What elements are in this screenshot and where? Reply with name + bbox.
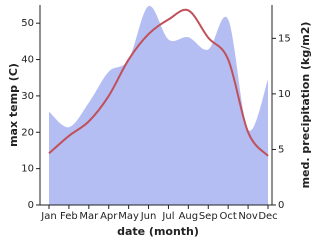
x-tick-label: Aug [179, 211, 199, 222]
y-tick-label: 30 [21, 91, 34, 102]
x-tick-label: Jan [40, 211, 56, 222]
x-tick-label: May [118, 211, 139, 222]
x-tick-label: Jun [140, 211, 157, 222]
y-tick-label: 20 [21, 127, 34, 138]
y-axis-label: max temp (C) [7, 63, 20, 147]
x-tick-label: Dec [258, 211, 277, 222]
y-tick-label: 0 [28, 200, 34, 211]
y-tick-label: 40 [21, 55, 34, 66]
y2-tick-label: 10 [278, 89, 291, 100]
x-tick-label: Sep [199, 211, 218, 222]
y2-axis-label: med. precipitation (kg/m2) [299, 22, 312, 189]
precipitation-area [49, 5, 268, 206]
y2-tick-label: 15 [278, 33, 291, 44]
x-tick-label: Jul [161, 211, 174, 222]
y2-tick-label: 5 [278, 144, 284, 155]
temp-line [48, 8, 269, 157]
y-tick-label: 50 [21, 18, 34, 29]
y-tick-label: 10 [21, 164, 34, 175]
x-tick-label: Oct [220, 211, 237, 222]
x-tick-label: Nov [238, 211, 258, 222]
x-axis-label: date (month) [117, 225, 199, 238]
x-tick-label: Feb [60, 211, 78, 222]
x-tick-label: Apr [100, 211, 118, 222]
x-tick-label: Mar [79, 211, 99, 222]
y2-tick-label: 0 [278, 200, 284, 211]
